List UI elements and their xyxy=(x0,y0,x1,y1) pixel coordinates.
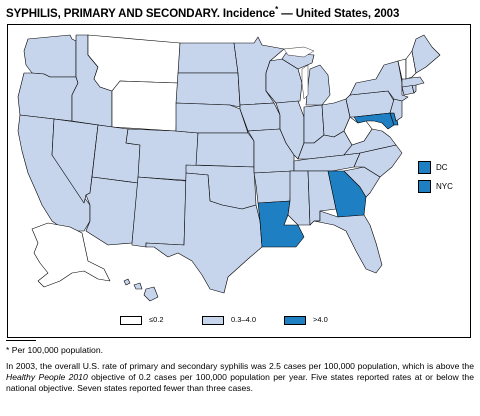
state-south-dakota xyxy=(175,72,241,108)
legend-label-mid: 0.3–4.0 xyxy=(231,315,257,324)
footnote: * Per 100,000 population. xyxy=(6,345,103,355)
title-main: SYPHILIS, PRIMARY AND SECONDARY. Inciden… xyxy=(6,7,276,20)
state-nebraska xyxy=(175,102,249,134)
state-massachusetts xyxy=(401,76,425,88)
state-oregon xyxy=(17,72,79,122)
state-new-mexico xyxy=(131,176,187,248)
state-texas xyxy=(145,172,263,294)
inset-nyc-box xyxy=(418,180,431,193)
state-maryland xyxy=(353,112,395,130)
state-wyoming xyxy=(111,80,179,132)
summary-note: In 2003, the overall U.S. rate of primar… xyxy=(6,361,474,395)
state-illinois xyxy=(275,100,305,160)
note-italic: Healthy People 2010 xyxy=(6,372,88,383)
legend: ≤0.2 0.3–4.0 >4.0 xyxy=(8,315,470,331)
inset-dc-box xyxy=(418,161,431,174)
title-rest: — United States, 2003 xyxy=(278,7,400,20)
state-new-hampshire xyxy=(405,50,417,80)
state-kansas xyxy=(195,132,255,168)
state-washington xyxy=(23,34,77,78)
legend-label-high: >4.0 xyxy=(313,315,328,324)
legend-swatch-low xyxy=(120,316,142,325)
state-mississippi xyxy=(287,170,311,226)
state-new-york xyxy=(349,60,409,102)
note-part2: objective of 0.2 cases per 100,000 popul… xyxy=(6,372,474,394)
state-hawaii xyxy=(123,278,159,302)
state-north-dakota xyxy=(177,42,239,74)
legend-swatch-high xyxy=(284,316,306,325)
inset-nyc-label: NYC xyxy=(436,182,453,191)
state-alaska xyxy=(31,222,111,288)
lake-michigan xyxy=(301,64,309,100)
state-arkansas xyxy=(253,170,293,204)
map-title: SYPHILIS, PRIMARY AND SECONDARY. Inciden… xyxy=(6,5,399,20)
state-florida xyxy=(313,210,383,274)
state-west-virginia xyxy=(343,116,373,146)
title-marker: * xyxy=(275,5,279,14)
state-arizona xyxy=(85,176,139,246)
note-part1: In 2003, the overall U.S. rate of primar… xyxy=(6,361,474,371)
legend-swatch-mid xyxy=(202,316,224,325)
us-map xyxy=(17,34,441,302)
map-frame: ≤0.2 0.3–4.0 >4.0 DC NYC xyxy=(7,24,471,338)
legend-label-low: ≤0.2 xyxy=(149,315,164,324)
state-maine xyxy=(411,34,441,74)
footnote-rule xyxy=(6,340,36,341)
lake-superior xyxy=(283,46,315,58)
inset-dc-label: DC xyxy=(436,163,448,172)
